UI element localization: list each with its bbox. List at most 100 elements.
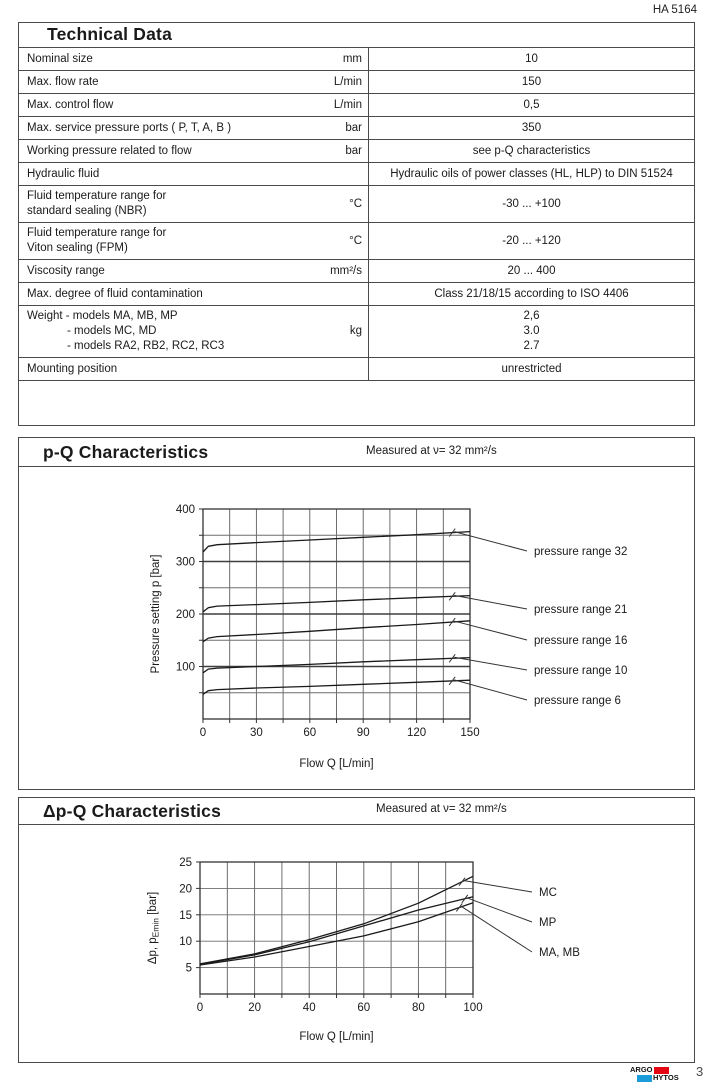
legend-leader-line — [454, 594, 528, 610]
pq-section-header: p-Q Characteristics Measured at ν= 32 mm… — [19, 438, 694, 467]
x-tick-label: 150 — [460, 727, 479, 739]
series-line-pressure range 32 — [202, 530, 471, 553]
legend-leader-line — [454, 531, 528, 552]
parameter-cell: Max. control flow L/min — [19, 94, 368, 116]
value-text: -30 ... +100 — [502, 197, 561, 210]
logo-text-argo: ARGO — [630, 1065, 653, 1074]
parameter-text: Fluid temperature range for — [27, 227, 167, 239]
y-tick-label: 400 — [176, 504, 195, 516]
parameter-cell: Fluid temperature range for Viton sealing… — [19, 223, 368, 259]
legend-label: MP — [539, 917, 557, 929]
x-tick-label: 90 — [357, 727, 370, 739]
unit-label: mm — [342, 52, 362, 65]
parameter-cell: Hydraulic fluid — [19, 163, 368, 185]
legend-leader-line — [463, 880, 533, 893]
series-line-pressure range 16 — [202, 620, 471, 643]
parameter-cell: Nominal size mm — [19, 48, 368, 70]
parameter-text: Max. flow rate — [27, 75, 99, 88]
value-text: 20 ... 400 — [507, 264, 556, 277]
pq-characteristics-section: p-Q Characteristics Measured at ν= 32 mm… — [18, 437, 695, 790]
logo-row-hytos: HYTOS — [630, 1074, 679, 1082]
parameter-text: Fluid temperature range for — [27, 190, 167, 202]
value-text: 0,5 — [523, 98, 540, 111]
unit-label: L/min — [333, 75, 362, 88]
series-line-pressure range 6 — [202, 679, 471, 695]
legend-label: pressure range 16 — [534, 635, 627, 647]
table-row: Max. control flow L/min 0,5 — [19, 94, 694, 117]
parameter-cell: Viscosity range mm²/s — [19, 260, 368, 282]
dpq-characteristics-section: Δp-Q Characteristics Measured at ν= 32 m… — [18, 797, 695, 1063]
x-tick-label: 80 — [412, 1002, 425, 1014]
pq-section-title: p-Q Characteristics — [43, 441, 209, 462]
x-tick-label: 100 — [463, 1002, 482, 1014]
series-line-MC — [199, 875, 474, 965]
y-axis-label: Pressure setting p [bar] — [150, 555, 162, 674]
parameter-text: Viton sealing (FPM) — [27, 242, 128, 254]
value-cell: -20 ... +120 — [368, 223, 694, 259]
parameter-text: standard sealing (NBR) — [27, 205, 147, 217]
value-text: 3.0 — [523, 325, 540, 337]
page-number: 3 — [696, 1064, 704, 1079]
technical-data-rows: Nominal size mm 10 Max. flow rate L/min 150 Ma… — [19, 48, 694, 381]
legend-leader-line — [454, 620, 528, 641]
pq-measurement-note: Measured at ν= 32 mm²/s — [366, 445, 497, 457]
y-tick-label: 300 — [176, 557, 195, 569]
x-tick-label: 120 — [407, 727, 426, 739]
value-cell: -30 ... +100 — [368, 186, 694, 222]
table-empty-area — [19, 381, 694, 425]
y-tick-label: 20 — [179, 883, 192, 895]
dpq-measurement-note: Measured at ν= 32 mm²/s — [376, 803, 507, 815]
technical-data-title: Technical Data — [19, 23, 694, 48]
parameter-cell: Working pressure related to flow bar — [19, 140, 368, 162]
y-tick-label: 15 — [179, 910, 192, 922]
parameter-text: Viscosity range — [27, 264, 105, 277]
x-axis-label: Flow Q [L/min] — [299, 1031, 373, 1043]
parameter-text: Mounting position — [27, 362, 118, 375]
logo-row-argo: ARGO — [630, 1066, 679, 1074]
table-row: Mounting position unrestricted — [19, 358, 694, 381]
dpq-chart-area: 0 20 40 60 80 100 5 10 15 20 25 Flow Q [L/min] Δp, p… — [19, 825, 694, 1060]
y-tick-label: 200 — [176, 609, 195, 621]
table-row: Hydraulic fluid Hydraulic oils of power c… — [19, 163, 694, 186]
table-row: Working pressure related to flow bar see p… — [19, 140, 694, 163]
value-text: Class 21/18/15 according to ISO 4406 — [434, 287, 629, 300]
value-text: 2.7 — [523, 340, 540, 352]
parameter-text: Working pressure related to flow — [27, 144, 192, 157]
table-row: Max. flow rate L/min 150 — [19, 71, 694, 94]
value-text: 10 — [525, 52, 538, 65]
legend-label: MA, MB — [539, 947, 580, 959]
x-axis-label: Flow Q [L/min] — [299, 758, 373, 770]
legend-label: pressure range 32 — [534, 546, 627, 558]
curve-attach-slash — [455, 903, 463, 912]
x-tick-label: 30 — [250, 727, 263, 739]
unit-label: mm²/s — [330, 264, 362, 277]
curve-attach-slash — [458, 877, 466, 886]
parameter-cell: Weight - models MA, MB, MP - models MC, M… — [19, 306, 368, 357]
value-text: see p-Q characteristics — [472, 144, 591, 157]
x-tick-label: 40 — [303, 1002, 316, 1014]
legend-leader-line — [454, 679, 528, 701]
value-cell: 150 — [368, 71, 694, 93]
parameter-text: Hydraulic fluid — [27, 167, 100, 180]
dpq-section-title: Δp-Q Characteristics — [43, 800, 222, 821]
y-tick-label: 100 — [176, 662, 195, 674]
technical-data-table: Technical Data Nominal size mm 10 Max. flow… — [18, 22, 695, 426]
unit-label: L/min — [333, 98, 362, 111]
pq-chart: 0 30 60 90 120 150 100 200 300 400 Flow Q [L/min] P… — [150, 504, 627, 770]
table-row: Max. service pressure ports ( P, T, A, B… — [19, 117, 694, 140]
series-line-pressure range 21 — [202, 594, 471, 613]
logo-red-block — [653, 1066, 669, 1074]
table-row: Nominal size mm 10 — [19, 48, 694, 71]
legend-label: MC — [539, 887, 557, 899]
value-text: unrestricted — [501, 362, 562, 375]
value-text: Hydraulic oils of power classes (HL, HLP… — [390, 167, 673, 180]
x-tick-label: 60 — [357, 1002, 370, 1014]
parameter-text: Weight - models MA, MB, MP — [27, 310, 178, 322]
x-tick-label: 20 — [248, 1002, 261, 1014]
series-line-MA, MB — [199, 902, 474, 966]
curve-attach-slash — [448, 617, 456, 627]
curve-attach-slash — [448, 653, 456, 663]
table-row: Fluid temperature range for Viton sealing… — [19, 223, 694, 260]
value-cell: 350 — [368, 117, 694, 139]
value-text: 2,6 — [523, 310, 540, 322]
